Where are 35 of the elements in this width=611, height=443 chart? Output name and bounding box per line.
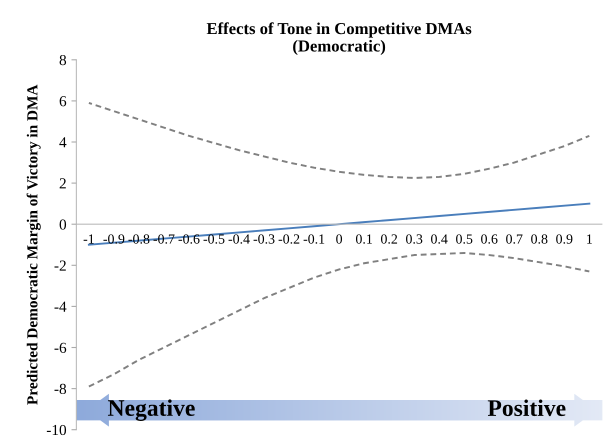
x-tick-label: 1: [587, 234, 592, 244]
y-tick-label: -4: [54, 302, 66, 312]
x-tick-label: -1: [84, 234, 94, 244]
x-tick-label: 0.6: [481, 234, 498, 244]
chart-title: Effects of Tone in Competitive DMAs (Democratic): [206, 22, 472, 56]
x-tick-label: 0: [336, 234, 342, 244]
x-tick-label: 0.7: [506, 234, 523, 244]
y-tick-label: 6: [60, 96, 66, 106]
annotation: Positive: [488, 399, 566, 416]
x-tick-label: -0.1: [304, 234, 324, 244]
x-tick-label: 0.4: [431, 234, 448, 244]
line-series: [88, 102, 590, 179]
y-tick-label: -6: [54, 342, 66, 353]
x-tick-label: 0.8: [531, 234, 548, 244]
x-tick-label: 0.3: [406, 234, 422, 244]
y-tick-label: 8: [60, 54, 66, 66]
y-axis-title: Predicted Democratic Margin of Victory in DMA: [26, 84, 41, 405]
x-tick-label: -0.4: [228, 234, 250, 244]
y-tick-label: 0: [60, 219, 66, 230]
x-tick-label: -0.9: [103, 234, 124, 244]
x-tick-label: 0.2: [381, 234, 398, 244]
x-tick-label: -0.2: [278, 234, 300, 244]
x-tick-label: -0.5: [204, 234, 224, 244]
annotation: Negative: [108, 399, 195, 421]
y-tick-label: -8: [54, 384, 66, 394]
y-tick-label: -10: [46, 424, 66, 436]
y-tick-label: 2: [60, 178, 66, 188]
y-tick-label: -2: [54, 260, 66, 271]
x-tick-label: -0.6: [178, 234, 200, 244]
x-tick-label: -0.3: [254, 234, 274, 244]
x-tick-label: 0.5: [456, 234, 472, 244]
y-tick-label: 4: [59, 137, 66, 148]
x-tick-label: 0.1: [356, 234, 372, 244]
line-series: [88, 252, 590, 388]
x-tick-label: 0.9: [556, 234, 572, 244]
